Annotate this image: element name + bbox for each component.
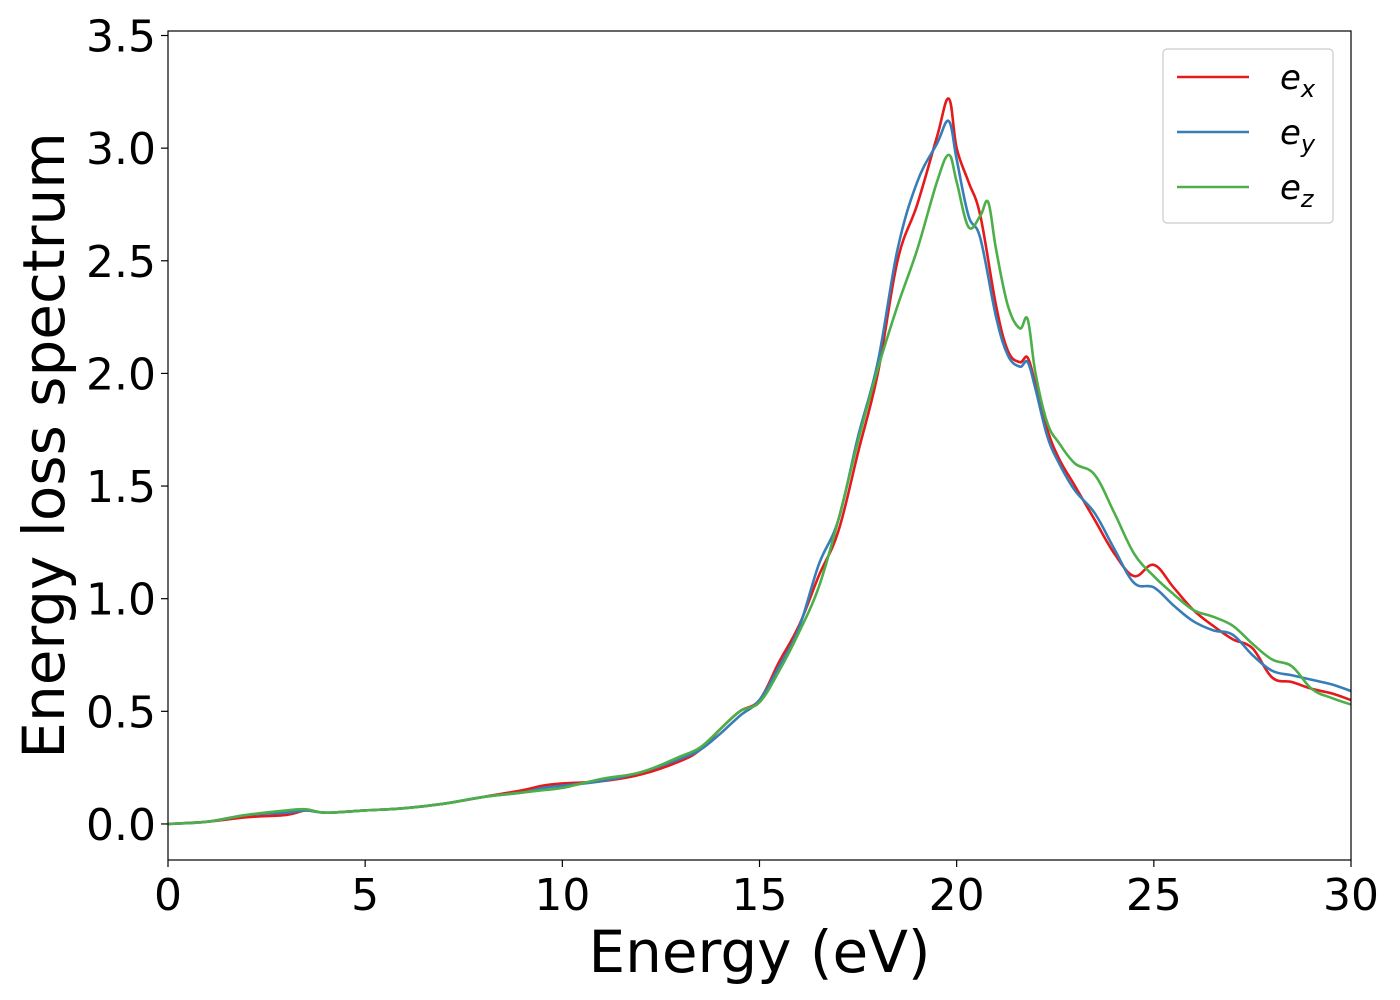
legend-box	[1162, 48, 1334, 224]
y-tick-label: 0.0	[86, 800, 156, 851]
x-axis-label: Energy (eV)	[588, 918, 930, 986]
x-tick-label: 10	[534, 870, 590, 921]
x-axis-ticks: 0 5 10 15 20 25 30	[154, 860, 1379, 921]
series-layer	[168, 97, 1351, 826]
y-tick-label: 1.5	[86, 462, 156, 513]
x-tick-label: 20	[929, 870, 985, 921]
legend: ex ey ez	[1162, 48, 1334, 224]
series-line-y	[168, 119, 1351, 826]
x-tick-label: 5	[351, 870, 379, 921]
y-tick-label: 3.5	[86, 12, 156, 63]
legend-label-y: ey	[1280, 113, 1316, 158]
legend-label-x: ex	[1280, 58, 1316, 103]
x-tick-label: 0	[154, 870, 182, 921]
y-axis-ticks: 0.0 0.5 1.0 1.5 2.0 2.5 3.0 3.5	[86, 12, 168, 851]
series-line-z	[168, 153, 1351, 826]
y-axis-label: Energy loss spectrum	[10, 132, 78, 758]
y-tick-label: 2.5	[86, 237, 156, 288]
y-tick-label: 0.5	[86, 687, 156, 738]
y-tick-label: 1.0	[86, 575, 156, 626]
x-tick-label: 30	[1323, 870, 1379, 921]
x-tick-label: 25	[1126, 870, 1182, 921]
y-tick-label: 3.0	[86, 124, 156, 175]
legend-label-z: ez	[1280, 168, 1315, 213]
y-tick-label: 2.0	[86, 349, 156, 400]
x-tick-label: 15	[732, 870, 788, 921]
